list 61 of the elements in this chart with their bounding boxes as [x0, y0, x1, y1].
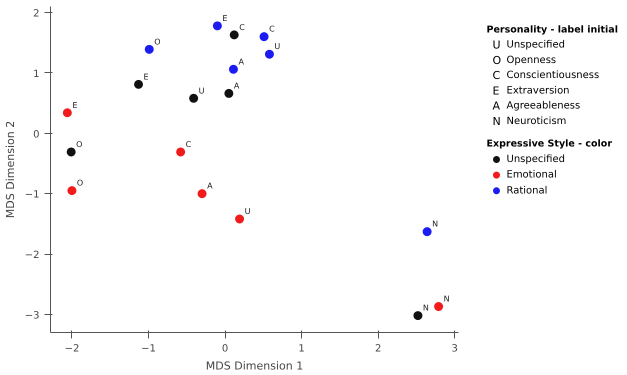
point: [144, 44, 154, 54]
point: [434, 302, 444, 312]
y-tick-label: 2: [33, 8, 40, 20]
text: E Extraversion: [492, 84, 570, 98]
data-label: A: [238, 57, 244, 66]
legend-label: Unspecified: [506, 154, 565, 166]
point: [422, 227, 432, 236]
data-label: C: [269, 24, 276, 34]
text: Personality - label initial: [486, 24, 618, 36]
point: [230, 30, 239, 40]
y-tick-label: −1: [24, 190, 40, 201]
point: [67, 186, 76, 196]
data-label: N: [422, 304, 429, 313]
x-tick-label: 3: [451, 344, 458, 354]
point: [189, 94, 198, 103]
point: [198, 189, 207, 198]
point: [264, 50, 274, 59]
data-label: E: [144, 72, 149, 82]
point: [260, 32, 269, 42]
data-label: C: [239, 22, 246, 32]
point: [413, 311, 422, 320]
point: [134, 80, 144, 89]
text: N Neuroticism: [492, 114, 566, 128]
data-label: O: [76, 178, 84, 188]
data-label: C: [186, 140, 192, 149]
data-label: U: [274, 42, 280, 52]
text: A Agreeableness: [492, 100, 580, 113]
text: O Openness: [492, 54, 556, 67]
y-tick-label: −3: [24, 310, 40, 322]
y-tick-label: 0: [33, 129, 40, 140]
x-tick-label: −1: [141, 344, 156, 354]
point: [62, 108, 72, 118]
text: U Unspecified: [492, 38, 565, 52]
data-label: N: [432, 220, 438, 229]
legend-title: Expressive Style - color: [486, 138, 612, 150]
y-axis-title: MDS Dimension 2: [4, 120, 17, 218]
x-tick-label: 2: [374, 344, 382, 354]
data-label: A: [234, 81, 240, 90]
data-label: E: [72, 100, 78, 110]
x-tick-label: −2: [64, 344, 80, 354]
point: [176, 148, 186, 156]
point: [212, 21, 222, 30]
data-label: O: [76, 140, 82, 149]
point: [66, 148, 76, 156]
data-label: A: [207, 182, 214, 191]
point: [224, 88, 234, 98]
point: [228, 64, 238, 74]
legend-label: Rational: [506, 185, 548, 196]
legend-label: Emotional: [506, 170, 557, 181]
x-axis-title: MDS Dimension 1: [206, 360, 304, 372]
data-label: U: [198, 86, 205, 96]
y-tick-label: 1: [33, 68, 40, 80]
x-tick-label: 0: [222, 344, 228, 354]
y-tick-label: −2: [24, 250, 40, 262]
data-label: U: [244, 207, 251, 216]
point: [235, 214, 244, 224]
data-label: O: [154, 37, 161, 46]
data-label: E: [222, 14, 228, 23]
data-label: N: [444, 294, 450, 304]
x-tick-label: 1: [298, 344, 305, 354]
text: C Conscientiousness: [492, 69, 600, 82]
